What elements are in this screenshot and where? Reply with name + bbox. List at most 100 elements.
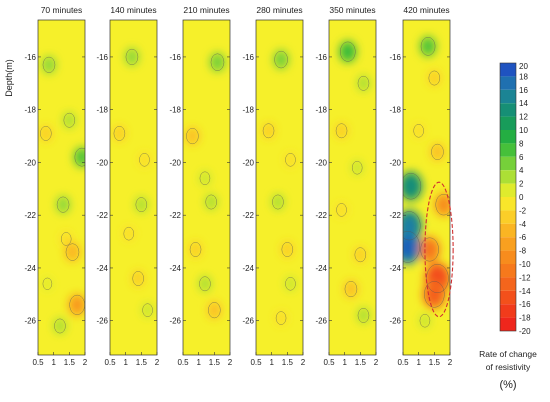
contour-line xyxy=(54,318,66,334)
contour-region xyxy=(271,193,285,211)
colorbar-cell xyxy=(500,210,516,224)
contour-region xyxy=(60,231,73,247)
panel-title: 350 minutes xyxy=(329,5,375,15)
contour-region xyxy=(273,49,289,70)
colorbar-label: 4 xyxy=(519,166,524,175)
colorbar-cell xyxy=(500,130,516,144)
contour-line xyxy=(420,237,439,262)
x-tick-label: 1 xyxy=(416,358,421,367)
colorbar-label: 6 xyxy=(519,153,524,162)
colorbar-cell xyxy=(500,63,516,77)
panel-title: 420 minutes xyxy=(403,5,449,15)
contour-core xyxy=(403,237,416,257)
colorbar-label: -20 xyxy=(519,327,531,336)
contour-line xyxy=(210,53,225,71)
contour-region xyxy=(284,152,297,168)
contour-core xyxy=(423,242,436,257)
panels-group: 70 minutes-16-18-20-22-24-260.5 1 1.5 2140 … xyxy=(24,5,454,367)
contour-region xyxy=(131,270,145,287)
contour-line xyxy=(135,197,148,212)
contour-line xyxy=(285,277,296,291)
y-tick-label: -16 xyxy=(169,53,181,62)
y-tick-label: -20 xyxy=(96,158,108,167)
colorbar-title-line2: of resistivity xyxy=(486,362,531,372)
contour-line xyxy=(428,70,441,86)
x-tick-label: 0.5 xyxy=(32,358,44,367)
panel-4: 280 minutes -16 -18 -20 -22 -24 -26 0.5 1 1.5 2 xyxy=(242,5,305,367)
colorbar-cell xyxy=(500,116,516,130)
x-tick-label: 0.5 xyxy=(323,358,335,367)
x-tick-label: 0.5 xyxy=(397,358,409,367)
contour-region xyxy=(198,275,212,293)
colorbar-label: 20 xyxy=(519,62,528,71)
colorbar-label: -8 xyxy=(519,247,527,256)
x-tick-label: 1.5 xyxy=(64,358,76,367)
contour-line xyxy=(424,281,445,308)
colorbar: 20181614121086420-2-4-6-8-10-12-14-16-18… xyxy=(499,62,531,336)
colorbar-frame xyxy=(499,62,517,332)
y-tick-label: -24 xyxy=(315,264,327,273)
colorbar-unit: (%) xyxy=(499,379,516,391)
y-tick-label: -20 xyxy=(24,158,36,167)
contour-line xyxy=(56,196,70,213)
contour-line xyxy=(335,123,348,139)
colorbar-cell xyxy=(500,170,516,184)
colorbar-cell xyxy=(500,264,516,278)
contour-line xyxy=(274,50,288,69)
colorbar-label: -6 xyxy=(519,233,527,242)
y-tick-label: -26 xyxy=(389,317,401,326)
colorbar-cell xyxy=(500,76,516,90)
contour-line xyxy=(42,56,56,73)
x-tick-label: 2 xyxy=(228,358,233,367)
y-tick-label: -16 xyxy=(242,53,254,62)
y-tick-label: -16 xyxy=(389,53,401,62)
contour-line xyxy=(435,194,450,216)
contour-region xyxy=(274,310,288,326)
y-tick-label: -16 xyxy=(24,53,36,62)
y-tick-label: -18 xyxy=(242,106,254,115)
y-tick-label: -22 xyxy=(315,211,327,220)
y-tick-label: -20 xyxy=(169,158,181,167)
contour-line xyxy=(199,276,211,292)
contour-region xyxy=(39,125,53,142)
panel-title: 280 minutes xyxy=(256,5,302,15)
contour-region xyxy=(188,241,203,258)
y-tick-label: -26 xyxy=(242,317,254,326)
panel-background xyxy=(110,20,157,355)
contour-region xyxy=(53,317,67,335)
y-axis-label: Depth(m) xyxy=(4,59,14,97)
contour-region xyxy=(41,55,57,74)
contour-core xyxy=(404,178,418,195)
contour-line xyxy=(189,242,202,257)
contour-region xyxy=(185,127,200,146)
colorbar-cell xyxy=(500,317,516,331)
contour-region xyxy=(335,202,348,218)
contour-region xyxy=(55,195,71,214)
contour-core xyxy=(77,151,85,163)
contour-line xyxy=(74,147,85,167)
x-tick-label: 1 xyxy=(196,358,201,367)
contour-line xyxy=(139,153,150,167)
contour-line xyxy=(403,173,422,200)
colorbar-label: -18 xyxy=(519,314,531,323)
contour-core xyxy=(438,198,449,212)
colorbar-cell xyxy=(500,223,516,238)
y-tick-label: -24 xyxy=(242,264,254,273)
contour-region xyxy=(141,302,154,318)
y-tick-label: -26 xyxy=(96,317,108,326)
x-tick-label: 1.5 xyxy=(429,358,441,367)
y-tick-label: -16 xyxy=(315,53,327,62)
y-tick-label: -22 xyxy=(242,211,254,220)
contour-region xyxy=(343,280,359,299)
contour-core xyxy=(423,40,433,53)
panel-frame xyxy=(255,19,304,356)
x-tick-label: 0.5 xyxy=(177,358,189,367)
contour-line xyxy=(272,194,284,210)
panel-background xyxy=(256,20,303,355)
colorbar-cell xyxy=(500,304,516,318)
x-tick-label: 2 xyxy=(374,358,379,367)
y-tick-label: -20 xyxy=(242,158,254,167)
contour-line xyxy=(413,124,424,138)
contour-line xyxy=(275,311,287,325)
y-tick-label: -22 xyxy=(389,211,401,220)
